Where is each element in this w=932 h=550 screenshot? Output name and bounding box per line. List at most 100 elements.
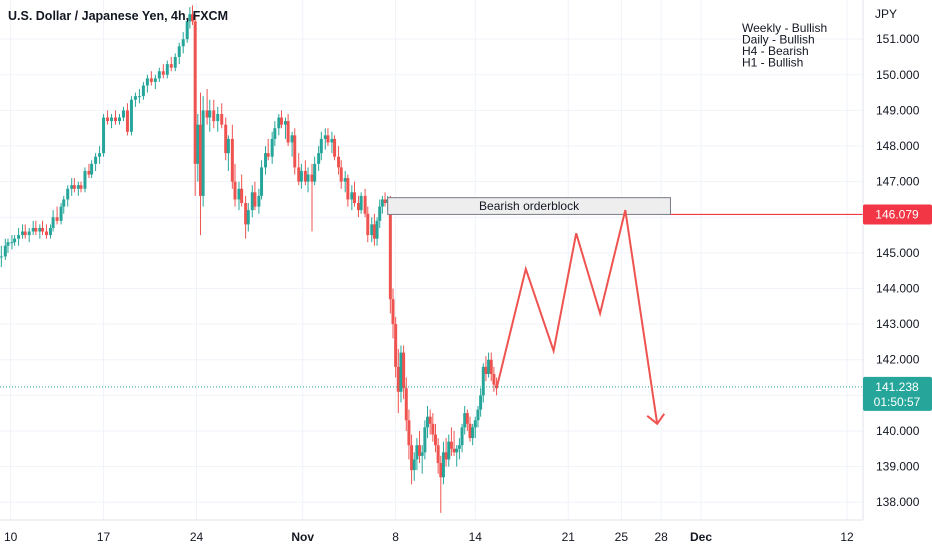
candle (216, 106, 220, 132)
candle-body (388, 199, 392, 300)
chart-drawings[interactable]: Bearish orderblock (0, 197, 863, 426)
candle (343, 170, 347, 193)
candle (313, 156, 317, 186)
candle (72, 178, 76, 193)
candle (31, 220, 35, 236)
candle-body (352, 192, 356, 204)
y-tick-label: 143.000 (876, 317, 920, 331)
candle-body (350, 192, 354, 200)
candle-body (208, 110, 212, 118)
candle-body (303, 170, 307, 182)
candle (21, 224, 25, 239)
candle (237, 181, 241, 211)
candle (90, 160, 94, 179)
candle (412, 452, 416, 481)
time-axis[interactable]: 10 17 24 Nov 8 14 21 25 28 Dec 12 (4, 530, 854, 544)
x-tick-label: 28 (655, 530, 669, 544)
candle (380, 195, 384, 214)
candle (233, 163, 237, 207)
chart-title: U.S. Dollar / Japanese Yen, 4h, FXCM (8, 9, 228, 23)
candle-body (177, 46, 181, 57)
candle (476, 406, 480, 428)
candle-body (363, 195, 367, 214)
candle (161, 64, 165, 79)
candle-body (102, 117, 106, 154)
candle-body (161, 71, 165, 75)
candle (293, 128, 297, 175)
candle-body (479, 395, 483, 410)
candle (339, 160, 343, 189)
candle (264, 146, 268, 175)
candle (266, 138, 270, 161)
current-price-text: 141.238 (875, 380, 919, 394)
candle (323, 128, 327, 150)
candle-body (157, 71, 161, 79)
candle-body (460, 427, 464, 446)
candle (420, 445, 424, 474)
x-tick-label: Dec (690, 530, 712, 544)
candle-body (149, 78, 153, 82)
candle-body (449, 441, 453, 449)
candle-body (188, 14, 192, 22)
candle (319, 131, 323, 161)
candle-body (290, 135, 294, 143)
orderblock-box[interactable] (387, 197, 671, 215)
y-tick-label: 147.000 (876, 175, 920, 189)
candle-body (426, 416, 430, 428)
bar-countdown-text: 01:50:57 (874, 395, 921, 409)
candle (418, 430, 422, 464)
candle-body (72, 185, 76, 189)
candle (407, 409, 411, 460)
x-tick-label: 21 (562, 530, 576, 544)
candle (141, 81, 145, 100)
candle (396, 349, 400, 414)
candle-body (117, 117, 121, 122)
projection-path[interactable] (495, 209, 659, 424)
y-tick-label: 149.000 (876, 103, 920, 117)
candle-body (428, 416, 432, 424)
candle (185, 17, 189, 43)
candle (431, 413, 435, 442)
candle (226, 135, 230, 171)
candle-body (246, 210, 250, 225)
candle (244, 195, 248, 239)
candle-body (0, 256, 3, 258)
candle (306, 167, 310, 193)
candle-body (191, 14, 195, 22)
candle-body (185, 21, 189, 40)
candle-body (375, 220, 379, 239)
candle (404, 377, 408, 431)
candle-body (378, 206, 382, 221)
resistance-badge-text: 146.079 (875, 207, 919, 221)
candle-body (198, 124, 202, 196)
candle-body (21, 231, 25, 236)
candle-body (62, 199, 66, 207)
candle (370, 217, 374, 243)
candle-body (121, 110, 125, 118)
candle-body (114, 117, 118, 122)
candle-body (286, 121, 290, 143)
candle-body (70, 185, 74, 189)
candle-body (129, 99, 133, 132)
candle (484, 356, 488, 382)
candle (471, 423, 475, 446)
candle (375, 217, 379, 246)
candle-body (366, 213, 370, 236)
candle (62, 195, 66, 214)
candle-body (10, 242, 14, 244)
candle-body (359, 195, 363, 211)
price-axis[interactable]: 138.000139.000140.000141.000142.000143.0… (876, 32, 920, 509)
candle-body (253, 192, 257, 207)
candle (59, 203, 63, 225)
y-tick-label: 138.000 (876, 495, 920, 509)
candle-body (420, 452, 424, 456)
candle-body (137, 96, 141, 98)
candle-body (455, 448, 459, 453)
candle-body (237, 188, 241, 200)
candle-body (399, 352, 403, 392)
candle-body (492, 373, 496, 385)
resistance-price-badge: 146.079 (863, 204, 932, 225)
candle (157, 67, 161, 82)
candle (191, 5, 195, 25)
